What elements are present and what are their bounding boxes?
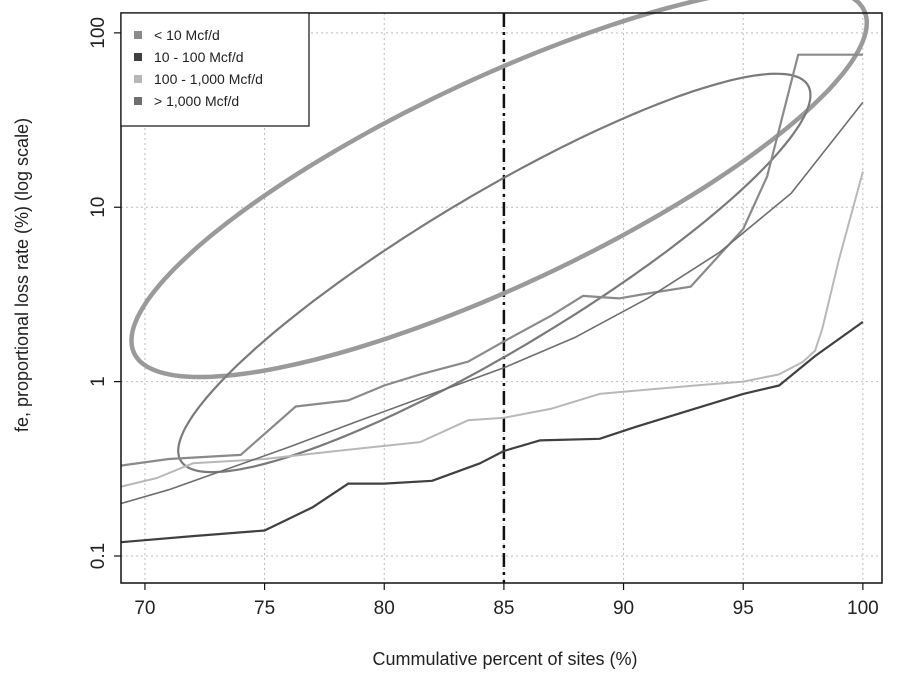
- legend-label: < 10 Mcf/d: [154, 27, 220, 43]
- y-tick-label: 1: [88, 376, 109, 387]
- x-tick-label: 80: [374, 598, 395, 619]
- x-tick-label: 95: [733, 598, 754, 619]
- x-tick-label: 85: [493, 598, 514, 619]
- x-tick-label: 75: [254, 598, 275, 619]
- legend: < 10 Mcf/d 10 - 100 Mcf/d 100 - 1,000 Mcf/…: [121, 13, 309, 126]
- legend-label: 100 - 1,000 Mcf/d: [154, 71, 263, 87]
- x-tick-label: 90: [613, 598, 634, 619]
- x-tick-label: 70: [134, 598, 155, 619]
- y-tick-label: 100: [88, 17, 109, 49]
- series-line-4: [121, 102, 863, 503]
- legend-swatch: [134, 75, 142, 83]
- y-axis-title: fe, proportional loss rate (%) (log scal…: [12, 118, 32, 432]
- y-axis: 0.1 1 10 100: [88, 17, 121, 569]
- legend-swatch: [134, 53, 142, 61]
- y-tick-label: 0.1: [88, 543, 109, 569]
- legend-swatch: [134, 97, 142, 105]
- series-line-2: [121, 322, 863, 542]
- legend-label: > 1,000 Mcf/d: [154, 93, 239, 109]
- y-tick-label: 10: [88, 197, 109, 218]
- x-axis-title: Cummulative percent of sites (%): [372, 649, 637, 669]
- legend-swatch: [134, 31, 142, 39]
- x-tick-label: 100: [847, 598, 879, 619]
- legend-label: 10 - 100 Mcf/d: [154, 49, 244, 65]
- ellipse-inner: [178, 74, 810, 472]
- x-axis: 70 75 80 85 90 95 100: [134, 583, 878, 619]
